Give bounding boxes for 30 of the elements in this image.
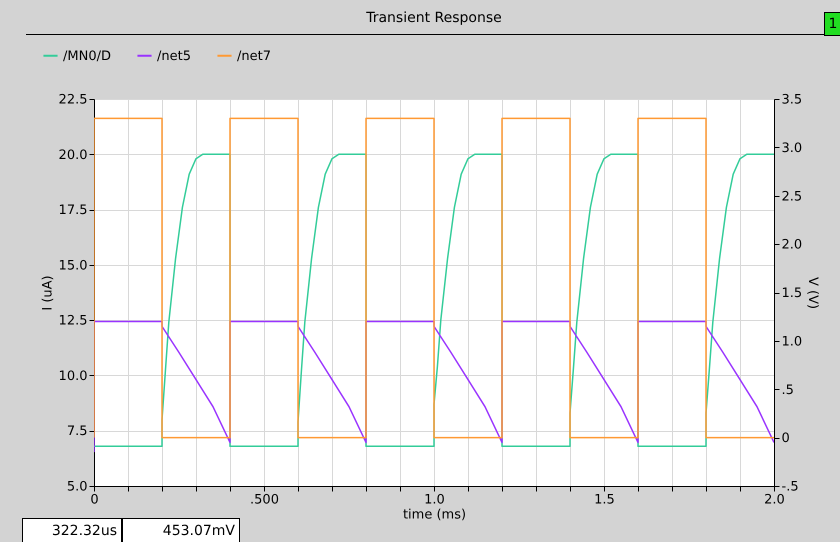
y-tick-label: 5.0 — [66, 480, 88, 494]
y2-axis-title: V (V) — [805, 276, 820, 310]
y2-tick-label: 0 — [782, 431, 790, 446]
legend-label: /MN0/D — [63, 48, 111, 64]
x-tick-label: 2.0 — [764, 492, 785, 508]
y2-tick-label: 3.0 — [782, 140, 802, 156]
text: 1 — [824, 12, 840, 36]
x-tick-label: 1.5 — [594, 492, 615, 508]
x-tick-label: 1.0 — [424, 492, 445, 508]
y-axis-title: I (uA) — [40, 275, 56, 311]
y-tick-label: 15.0 — [58, 258, 88, 274]
y2-tick-label: 2.5 — [782, 189, 802, 204]
y2-tick-label: 3.5 — [782, 92, 802, 108]
x-tick-label: .500 — [250, 492, 279, 508]
y-tick-label: 12.5 — [58, 314, 88, 329]
y-tick-label: 7.5 — [66, 424, 88, 440]
legend-label: /net7 — [237, 48, 271, 64]
y2-tick-label: -.5 — [782, 480, 799, 494]
y-tick-label: 20.0 — [58, 148, 88, 163]
chart-title: Transient Response — [365, 10, 502, 26]
y-tick-label: 10.0 — [58, 368, 88, 384]
y-tick-label: 22.5 — [58, 92, 88, 108]
x-tick-label: 0 — [90, 492, 99, 508]
x-axis-title: time (ms) — [402, 508, 466, 522]
y2-tick-label: 2.0 — [782, 238, 802, 253]
y2-tick-label: .5 — [782, 382, 794, 398]
legend-label: /net5 — [157, 48, 191, 64]
y-tick-label: 17.5 — [58, 203, 88, 218]
y2-tick-label: 1.5 — [782, 286, 802, 301]
y2-tick-label: 1.0 — [782, 334, 802, 350]
